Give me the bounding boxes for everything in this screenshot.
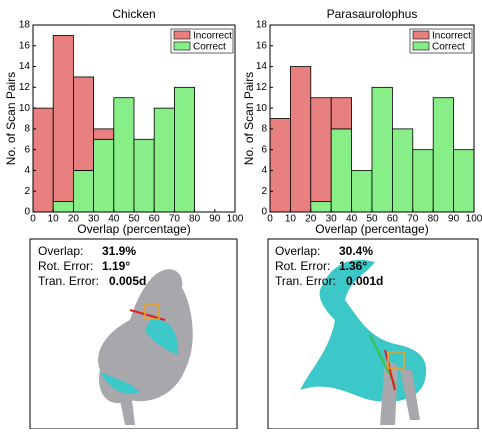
bar bbox=[331, 98, 351, 129]
y-tick-label: 10 bbox=[256, 103, 268, 114]
figure: Overlap: 31.9% Rot. Error: 1.19° Tran. E… bbox=[0, 0, 482, 429]
panel-label: Tran. Error: bbox=[38, 274, 99, 288]
x-tick-label: 10 bbox=[285, 214, 297, 225]
y-tick-label: 6 bbox=[24, 144, 30, 155]
x-tick-label: 100 bbox=[466, 214, 482, 225]
y-tick-label: 14 bbox=[256, 61, 268, 72]
panel-value: 0.001d bbox=[346, 274, 383, 288]
y-tick-label: 8 bbox=[261, 124, 267, 135]
x-tick-label: 100 bbox=[227, 214, 244, 225]
chart-title: Chicken bbox=[112, 7, 155, 21]
bar bbox=[33, 108, 53, 212]
y-tick-label: 16 bbox=[19, 40, 31, 51]
bar bbox=[53, 35, 73, 201]
panel-value: 1.19° bbox=[102, 259, 130, 273]
panel-value: 1.36° bbox=[339, 259, 367, 273]
bar bbox=[73, 170, 93, 212]
bar bbox=[392, 129, 412, 212]
bar bbox=[352, 170, 372, 212]
bar bbox=[114, 98, 134, 212]
y-tick-label: 16 bbox=[256, 40, 268, 51]
x-tick-label: 0 bbox=[30, 214, 36, 225]
y-tick-label: 8 bbox=[24, 124, 30, 135]
bar bbox=[433, 98, 453, 212]
x-tick-label: 90 bbox=[448, 214, 460, 225]
legend-swatch bbox=[413, 31, 429, 39]
y-tick-label: 10 bbox=[19, 103, 31, 114]
bar bbox=[73, 77, 93, 171]
bar bbox=[311, 98, 331, 202]
y-tick-label: 12 bbox=[19, 82, 31, 93]
y-axis-label: No. of Scan Pairs bbox=[4, 72, 18, 165]
bar bbox=[270, 119, 290, 213]
y-tick-label: 18 bbox=[19, 20, 31, 31]
bar bbox=[134, 139, 154, 212]
y-axis-label: No. of Scan Pairs bbox=[242, 72, 256, 165]
y-tick-label: 2 bbox=[24, 186, 30, 197]
x-axis-label: Overlap (percentage) bbox=[77, 222, 190, 236]
panel-value: 31.9% bbox=[102, 244, 136, 258]
x-axis-label: Overlap (percentage) bbox=[315, 222, 428, 236]
x-tick-label: 10 bbox=[48, 214, 60, 225]
legend-swatch bbox=[174, 31, 190, 39]
panel-value: 0.005d bbox=[109, 274, 146, 288]
legend-label: Correct bbox=[432, 42, 465, 53]
y-tick-label: 14 bbox=[19, 61, 31, 72]
panel-label: Tran. Error: bbox=[275, 274, 336, 288]
bar bbox=[311, 202, 331, 212]
x-tick-label: 80 bbox=[428, 214, 440, 225]
page: Overlap: 31.9% Rot. Error: 1.19° Tran. E… bbox=[0, 0, 482, 429]
panel-label: Rot. Error: bbox=[38, 259, 93, 273]
chart-title: Parasaurolophus bbox=[327, 7, 418, 21]
legend-swatch bbox=[413, 42, 429, 50]
y-tick-label: 4 bbox=[261, 165, 267, 176]
x-tick-label: 90 bbox=[209, 214, 221, 225]
bar bbox=[331, 129, 351, 212]
legend-swatch bbox=[174, 42, 190, 50]
y-tick-label: 12 bbox=[256, 82, 268, 93]
y-tick-label: 4 bbox=[24, 165, 30, 176]
bar bbox=[154, 108, 174, 212]
bar bbox=[174, 87, 194, 212]
bar bbox=[53, 202, 73, 212]
panel-label: Overlap: bbox=[275, 244, 320, 258]
panel-label: Rot. Error: bbox=[275, 259, 330, 273]
bar bbox=[454, 150, 474, 212]
panel-value: 30.4% bbox=[339, 244, 373, 258]
bar bbox=[94, 139, 114, 212]
y-tick-label: 6 bbox=[261, 144, 267, 155]
bar bbox=[94, 129, 114, 139]
panel-label: Overlap: bbox=[38, 244, 83, 258]
y-tick-label: 18 bbox=[256, 20, 268, 31]
bar bbox=[413, 150, 433, 212]
x-tick-label: 0 bbox=[267, 214, 273, 225]
legend-label: Incorrect bbox=[193, 31, 232, 42]
x-tick-label: 80 bbox=[189, 214, 201, 225]
legend-label: Incorrect bbox=[432, 31, 471, 42]
y-tick-label: 2 bbox=[261, 186, 267, 197]
bar bbox=[372, 87, 392, 212]
bar bbox=[290, 67, 310, 212]
legend-label: Correct bbox=[193, 42, 226, 53]
